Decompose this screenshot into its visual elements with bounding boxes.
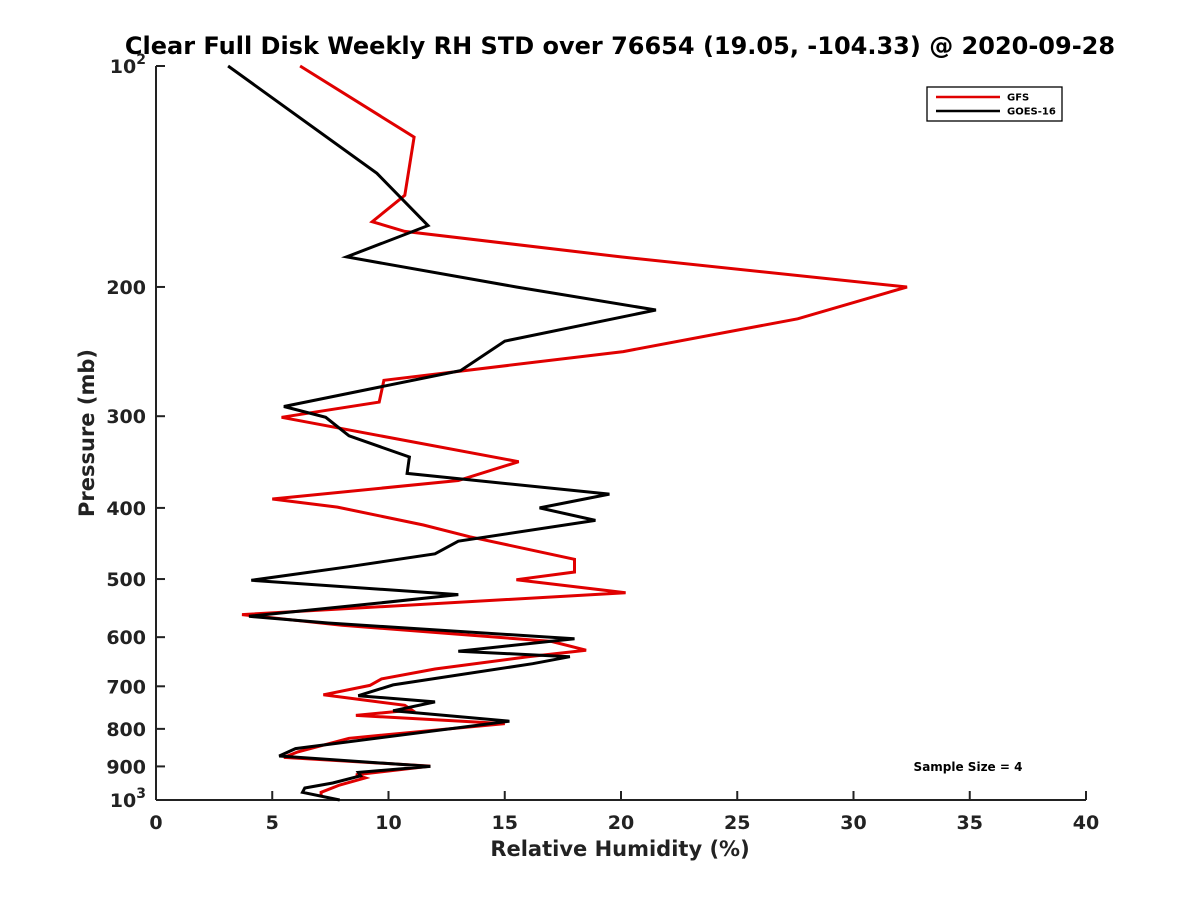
legend-label-gfs: GFS <box>1007 93 1029 104</box>
x-tick-label: 5 <box>266 812 279 834</box>
legend-box <box>926 86 1063 122</box>
y-tick-label: 500 <box>106 569 146 591</box>
x-tick-label: 0 <box>149 812 162 834</box>
y-tick-label: 400 <box>106 498 146 520</box>
y-tick-label: 800 <box>106 719 146 741</box>
x-tick-label: 25 <box>724 812 750 834</box>
x-tick-label: 15 <box>492 812 518 834</box>
chart-title: Clear Full Disk Weekly RH STD over 76654… <box>125 32 1115 60</box>
y-tick-label: 102 <box>110 52 146 78</box>
x-tick-label: 35 <box>957 812 983 834</box>
y-tick-label: 200 <box>106 277 146 299</box>
series-line-gfs <box>241 64 908 797</box>
x-tick-label: 20 <box>608 812 634 834</box>
x-tick-label: 10 <box>375 812 401 834</box>
x-tick-label: 40 <box>1073 812 1099 834</box>
y-tick-label: 300 <box>106 406 146 428</box>
y-axis-label: Pressure (mb) <box>75 349 99 517</box>
y-tick-label: 600 <box>106 627 146 649</box>
legend-label-goes-16: GOES-16 <box>1007 107 1056 118</box>
y-tick-label: 700 <box>106 676 146 698</box>
x-axis-label: Relative Humidity (%) <box>490 837 749 861</box>
series-line-goes-16 <box>227 64 657 802</box>
sample-size-annotation: Sample Size = 4 <box>914 760 1023 774</box>
x-tick-label: 30 <box>840 812 866 834</box>
series-layer <box>227 64 908 802</box>
y-tick-label: 103 <box>110 786 146 812</box>
axes: 0 5 10 15 20 25 30 35 40 102 200 300 400 500 600 700 800… <box>106 52 1099 834</box>
y-tick-label: 900 <box>106 756 146 778</box>
legend: GFS GOES-16 <box>926 86 1063 122</box>
